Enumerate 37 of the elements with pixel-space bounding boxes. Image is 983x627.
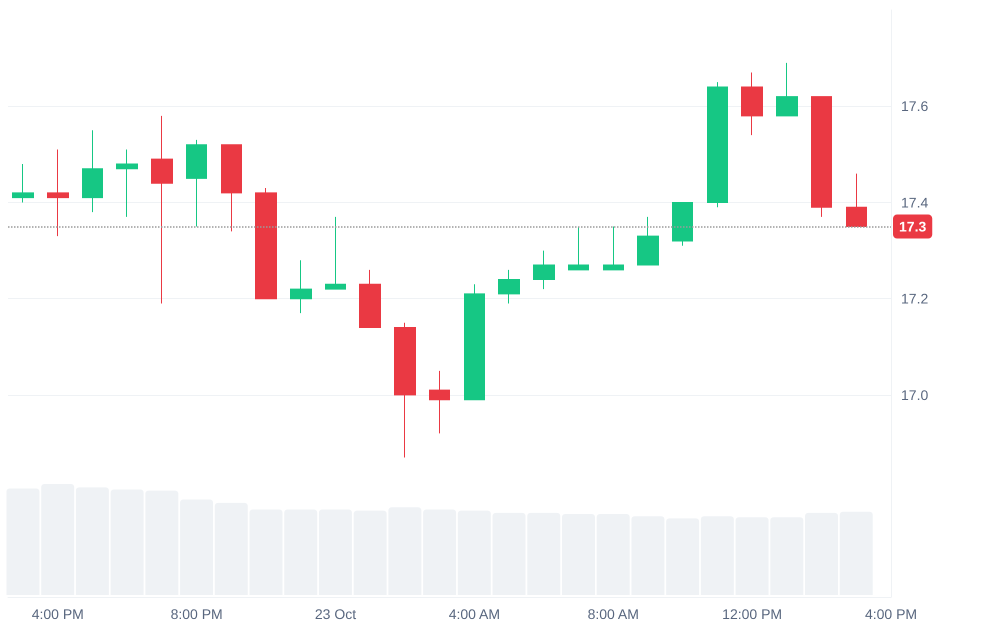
candlestick xyxy=(12,163,34,203)
x-tick-label: 4:00 PM xyxy=(864,606,918,622)
candlestick xyxy=(47,149,69,237)
ref-line-label: 17.3 xyxy=(899,218,926,235)
candlestick xyxy=(116,149,138,218)
x-tick-label: 12:00 PM xyxy=(722,606,782,622)
candlestick xyxy=(221,144,242,232)
candlestick xyxy=(186,139,207,228)
x-tick-label: 4:00 PM xyxy=(32,606,84,622)
candlestick xyxy=(498,269,520,304)
candlestick xyxy=(394,322,416,458)
x-tick-label: 8:00 PM xyxy=(170,606,223,622)
y-tick-label: 17.0 xyxy=(901,386,928,403)
candlestick xyxy=(741,72,763,136)
x-tick-label: 4:00 AM xyxy=(448,606,500,622)
y-tick-label: 17.4 xyxy=(901,194,928,210)
candlestick xyxy=(255,188,277,300)
candlestick xyxy=(359,269,381,328)
candlestick xyxy=(603,226,624,270)
y-tick-label: 17.6 xyxy=(901,98,928,114)
candlestick xyxy=(707,82,728,208)
x-tick-label: 23 Oct xyxy=(314,606,356,622)
candlestick xyxy=(325,216,346,290)
candlestick xyxy=(82,130,103,213)
candlestick xyxy=(533,250,555,290)
y-tick-label: 17.2 xyxy=(901,290,928,307)
candlestick xyxy=(568,226,589,270)
candlestick xyxy=(672,202,693,246)
x-tick-label: 8:00 AM xyxy=(588,606,639,622)
candlestick xyxy=(776,62,798,116)
candlestick xyxy=(151,115,173,304)
candlestick xyxy=(429,370,450,434)
candlestick xyxy=(464,284,485,400)
candlestick xyxy=(846,173,867,228)
candlestick xyxy=(811,96,832,218)
candlestick xyxy=(290,260,312,314)
candlestick xyxy=(637,216,659,266)
